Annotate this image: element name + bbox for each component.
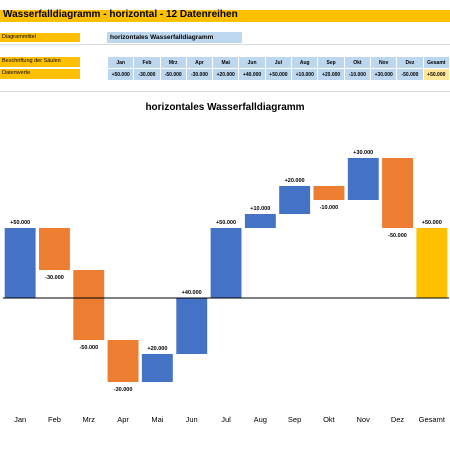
- category-label: Dez: [391, 415, 405, 424]
- value-cell[interactable]: +30.000: [369, 68, 398, 81]
- data-table: Jan Feb Mrz Apr Mai Jun Jul Aug Sep Okt …: [106, 56, 450, 81]
- sheet-title-bar: Wasserfalldiagramm - horizontal - 12 Dat…: [0, 9, 450, 22]
- column-label-cell[interactable]: Apr: [185, 56, 214, 69]
- sheet-gridline: [0, 91, 450, 92]
- value-cell[interactable]: +20.000: [317, 68, 345, 81]
- data-label: +40.000: [182, 290, 202, 296]
- value-cell[interactable]: +40.000: [238, 68, 266, 81]
- column-label-cell[interactable]: Jun: [238, 56, 266, 69]
- waterfall-bar-dez: [382, 158, 413, 228]
- category-label: Feb: [48, 415, 61, 424]
- category-label: Aug: [254, 415, 267, 424]
- waterfall-bar-feb: [39, 228, 70, 270]
- value-cell[interactable]: -30.000: [133, 68, 161, 81]
- category-label: Jun: [186, 415, 198, 424]
- data-label: +30.000: [353, 150, 373, 156]
- column-header-row: Jan Feb Mrz Apr Mai Jun Jul Aug Sep Okt …: [106, 56, 450, 69]
- data-label: +50.000: [216, 220, 236, 226]
- category-label: Okt: [323, 415, 336, 424]
- category-label: Mrz: [83, 415, 96, 424]
- waterfall-bar-gesamt: [416, 228, 448, 298]
- sheet-gridline: [0, 44, 450, 45]
- category-label: Sep: [288, 415, 301, 424]
- data-label: -50.000: [388, 233, 407, 239]
- data-label: -50.000: [79, 345, 98, 351]
- column-label-cell[interactable]: Mrz: [159, 56, 187, 69]
- column-label-cell[interactable]: Mai: [212, 56, 240, 69]
- sheet-title: Wasserfalldiagramm - horizontal - 12 Dat…: [3, 9, 238, 20]
- chart-title-input-cell[interactable]: horizontales Wasserfalldiagramm: [107, 32, 242, 43]
- label-values: Datenwerte: [0, 69, 80, 79]
- value-row: +50.000 -30.000 -50.000 -30.000 +20.000 …: [106, 68, 450, 81]
- column-label-cell[interactable]: Sep: [317, 56, 345, 69]
- waterfall-bar-apr: [107, 340, 139, 382]
- value-cell[interactable]: +20.000: [212, 68, 240, 81]
- data-label: -10.000: [320, 205, 339, 211]
- category-label: Jul: [221, 415, 231, 424]
- waterfall-bar-jan: [4, 228, 36, 298]
- column-label-cell[interactable]: Dez: [396, 56, 424, 69]
- label-columns: Beschriftung der Säulen: [0, 57, 80, 67]
- category-label: Apr: [117, 415, 129, 424]
- waterfall-bar-jun: [176, 298, 208, 354]
- value-cell[interactable]: -50.000: [396, 68, 424, 81]
- waterfall-bar-mai: [141, 354, 173, 382]
- data-label: +50.000: [422, 220, 442, 226]
- data-label: +20.000: [285, 178, 305, 184]
- value-cell[interactable]: -50.000: [159, 68, 187, 81]
- value-cell[interactable]: -10.000: [343, 68, 372, 81]
- column-label-cell[interactable]: Okt: [343, 56, 372, 69]
- chart-title: horizontales Wasserfalldiagramm: [145, 102, 304, 113]
- column-label-cell[interactable]: Jan: [106, 56, 135, 69]
- waterfall-bar-okt: [313, 186, 345, 200]
- value-cell[interactable]: +50.000: [264, 68, 293, 81]
- waterfall-bar-sep: [279, 186, 311, 214]
- column-label-cell[interactable]: Feb: [133, 56, 161, 69]
- column-label-cell[interactable]: Nov: [369, 56, 398, 69]
- label-chart-title: Diagrammtitel: [0, 33, 80, 42]
- column-label-cell[interactable]: Aug: [291, 56, 319, 69]
- data-label: +50.000: [10, 220, 30, 226]
- waterfall-bar-aug: [244, 214, 276, 228]
- category-label: Mai: [151, 415, 163, 424]
- data-label: +10.000: [250, 206, 270, 212]
- waterfall-bar-nov: [347, 158, 379, 200]
- data-label: -30.000: [114, 387, 133, 393]
- category-label: Nov: [357, 415, 371, 424]
- waterfall-bar-jul: [210, 228, 242, 298]
- value-cell[interactable]: -30.000: [185, 68, 214, 81]
- category-label: Jan: [14, 415, 26, 424]
- column-label-cell[interactable]: Gesamt: [422, 56, 450, 69]
- waterfall-bar-mrz: [73, 270, 105, 340]
- category-label: Gesamt: [419, 415, 446, 424]
- value-cell[interactable]: +10.000: [291, 68, 319, 81]
- data-label: +20.000: [147, 346, 167, 352]
- data-label: -30.000: [45, 275, 64, 281]
- waterfall-chart: horizontales Wasserfalldiagramm +50.000 -…: [3, 102, 449, 424]
- value-cell-total[interactable]: +50.000: [422, 68, 450, 81]
- value-cell[interactable]: +50.000: [106, 68, 135, 81]
- column-label-cell[interactable]: Jul: [264, 56, 293, 69]
